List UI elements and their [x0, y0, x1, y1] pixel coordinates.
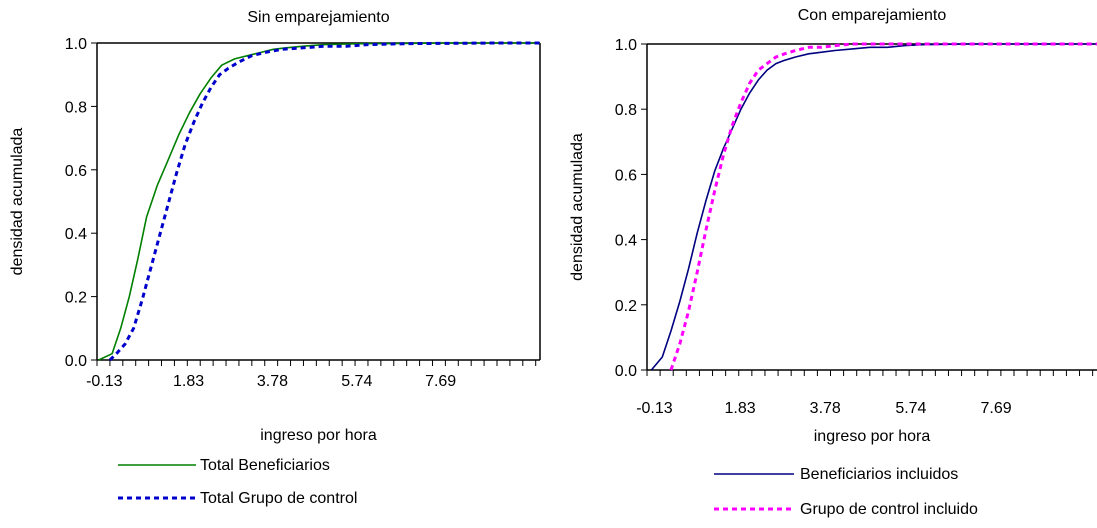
x-tick-label: 1.83 [724, 400, 755, 417]
x-tick-label: 1.83 [173, 373, 204, 390]
chart-title: Con emparejamiento [798, 7, 947, 24]
x-axis-title: ingreso por hora [260, 427, 377, 444]
legend-label-2: Total Grupo de control [200, 490, 357, 507]
series-line-2 [669, 42, 1097, 371]
y-axis-title: densidad acumulada [569, 133, 586, 281]
x-tick-label: -0.13 [636, 400, 673, 417]
y-tick-label: 0.2 [65, 290, 87, 307]
x-tick-label: 3.78 [257, 373, 288, 390]
x-tick-label: 3.78 [810, 400, 841, 417]
legend-label-1: Beneficiarios incluidos [800, 466, 958, 483]
y-tick-label: 0.2 [615, 298, 637, 315]
x-tick-label: -0.13 [86, 373, 123, 390]
y-tick-label: 0.8 [65, 99, 87, 116]
x-axis-title: ingreso por hora [814, 428, 931, 445]
y-tick-label: 0.0 [65, 353, 87, 370]
legend-label-1: Total Beneficiarios [200, 457, 330, 474]
y-axis-title: densidad acumulada [9, 128, 26, 276]
series-line-2 [108, 41, 540, 362]
x-tick-label: 7.69 [981, 400, 1012, 417]
chart-title: Sin emparejamiento [247, 9, 389, 26]
series-line-1 [650, 43, 1097, 371]
series-line-1 [98, 42, 540, 361]
y-tick-label: 0.6 [615, 167, 637, 184]
y-tick-label: 0.4 [615, 233, 637, 250]
chart-1: Sin emparejamiento 0.0 0.2 0.4 0.6 0.8 1.0 -0.1… [9, 9, 541, 507]
x-tick-label: 7.69 [425, 373, 456, 390]
y-tick-label: 0.6 [65, 163, 87, 180]
y-tick-label: 1.0 [65, 36, 87, 53]
x-tick-label: 5.74 [341, 373, 372, 390]
y-tick-label: 0.4 [65, 226, 87, 243]
y-tick-label: 0.8 [615, 102, 637, 119]
x-tick-label: 5.74 [895, 400, 926, 417]
legend-label-2: Grupo de control incluido [800, 501, 978, 518]
y-tick-label: 1.0 [615, 37, 637, 54]
chart-2: Con emparejamiento 0.0 0.2 0.4 0.6 0.8 1.0 -0.1… [569, 7, 1097, 518]
y-tick-label: 0.0 [615, 363, 637, 380]
